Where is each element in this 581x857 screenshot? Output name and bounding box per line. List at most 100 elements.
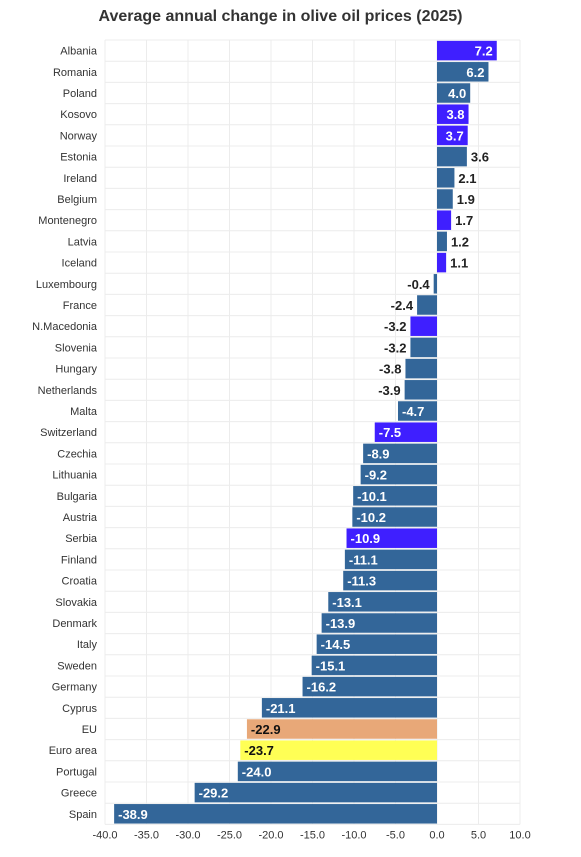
data-label: -10.9 xyxy=(351,531,381,546)
bar xyxy=(302,676,437,697)
category-label: Czechia xyxy=(57,448,98,460)
data-label: -23.7 xyxy=(244,743,274,758)
category-label: Portugal xyxy=(56,766,97,778)
data-label: -7.5 xyxy=(379,425,401,440)
category-label: Estonia xyxy=(60,152,98,164)
data-label: -11.3 xyxy=(347,574,376,589)
category-label: Hungary xyxy=(55,364,97,376)
category-labels: Albania Romania Poland Kosovo Norway Estonia I… xyxy=(32,46,98,821)
bar xyxy=(240,740,437,760)
x-tick-label: -15.0 xyxy=(300,829,325,841)
category-label: Germany xyxy=(52,682,98,694)
bar xyxy=(437,252,447,273)
data-label: -13.1 xyxy=(332,595,362,610)
data-label: 3.8 xyxy=(446,107,464,122)
data-label: -0.4 xyxy=(407,277,430,292)
category-label: Kosovo xyxy=(60,109,97,121)
data-label: -3.9 xyxy=(378,383,400,398)
x-tick-label: -25.0 xyxy=(217,829,242,841)
data-label: -2.4 xyxy=(391,298,414,313)
category-label: Luxembourg xyxy=(36,279,97,291)
chart-title: Average annual change in olive oil price… xyxy=(98,8,463,25)
x-tick-label: -40.0 xyxy=(92,829,117,841)
category-label: Norway xyxy=(60,130,98,142)
data-label: -29.2 xyxy=(199,786,229,801)
bar xyxy=(311,655,437,676)
category-label: Iceland xyxy=(62,258,97,270)
bar xyxy=(346,528,437,548)
bar xyxy=(437,146,467,167)
category-label: Serbia xyxy=(65,533,98,545)
data-label: -13.9 xyxy=(326,616,356,631)
x-tick-label: 10.0 xyxy=(509,829,530,841)
bar xyxy=(261,698,437,718)
data-label: 1.2 xyxy=(451,234,469,249)
bar xyxy=(437,104,469,124)
category-label: Netherlands xyxy=(38,385,98,397)
category-label: Slovenia xyxy=(55,342,98,354)
data-label: -4.7 xyxy=(402,404,424,419)
category-label: France xyxy=(63,300,97,312)
x-tick-label: -20.0 xyxy=(258,829,283,841)
category-label: Poland xyxy=(63,88,97,100)
bar xyxy=(437,125,468,146)
bar xyxy=(397,401,437,421)
bars xyxy=(114,40,497,824)
data-label: 4.0 xyxy=(448,86,466,101)
category-label: Finland xyxy=(61,554,97,566)
category-label: Romania xyxy=(53,67,98,79)
data-label: -9.2 xyxy=(365,468,387,483)
bar xyxy=(316,634,437,654)
bar xyxy=(194,782,437,803)
grid-lines xyxy=(104,39,521,825)
data-label: 3.6 xyxy=(471,150,489,165)
bar xyxy=(437,62,489,82)
bar xyxy=(352,507,437,527)
bar xyxy=(437,168,455,188)
category-label: EU xyxy=(82,724,97,736)
category-label: Ireland xyxy=(63,173,97,185)
bar xyxy=(405,358,437,379)
bar xyxy=(374,422,437,442)
bar xyxy=(114,804,437,824)
category-label: Albania xyxy=(60,46,98,58)
category-label: Slovakia xyxy=(55,597,97,609)
bar xyxy=(437,231,447,252)
data-label: -3.8 xyxy=(379,362,401,377)
bar xyxy=(437,40,497,61)
bar xyxy=(363,443,437,464)
bar xyxy=(437,210,452,230)
bar xyxy=(321,613,437,633)
data-label: -3.2 xyxy=(384,319,406,334)
data-label: -22.9 xyxy=(251,722,281,737)
bar xyxy=(237,761,437,782)
data-label: -10.1 xyxy=(357,489,387,504)
bar xyxy=(437,83,471,103)
bar xyxy=(433,274,437,294)
data-label: -24.0 xyxy=(242,764,272,779)
category-label: Austria xyxy=(63,512,98,524)
category-label: N.Macedonia xyxy=(32,321,98,333)
category-label: Switzerland xyxy=(40,427,97,439)
category-label: Euro area xyxy=(49,745,98,757)
data-label: 1.9 xyxy=(457,192,475,207)
bar xyxy=(353,486,437,506)
data-label: -3.2 xyxy=(384,340,406,355)
x-tick-label: -5.0 xyxy=(386,829,405,841)
category-label: Italy xyxy=(77,639,98,651)
bar xyxy=(344,549,437,570)
bar xyxy=(410,316,437,336)
bar xyxy=(328,592,437,612)
data-labels: 7.2 6.24.0 3.8 3.7 3.6 2.1 1.9 1.7 1.2 1.1 -0.4 -2.… xyxy=(118,44,493,822)
data-label: 3.7 xyxy=(446,128,464,143)
data-label: -16.2 xyxy=(307,680,337,695)
data-label: -21.1 xyxy=(266,701,296,716)
category-label: Bulgaria xyxy=(57,491,98,503)
bar xyxy=(246,719,437,739)
data-label: -11.1 xyxy=(349,552,378,567)
bar xyxy=(343,570,437,591)
bar xyxy=(437,189,453,209)
x-tick-label: 0.0 xyxy=(429,829,444,841)
x-tick-label: -35.0 xyxy=(134,829,159,841)
